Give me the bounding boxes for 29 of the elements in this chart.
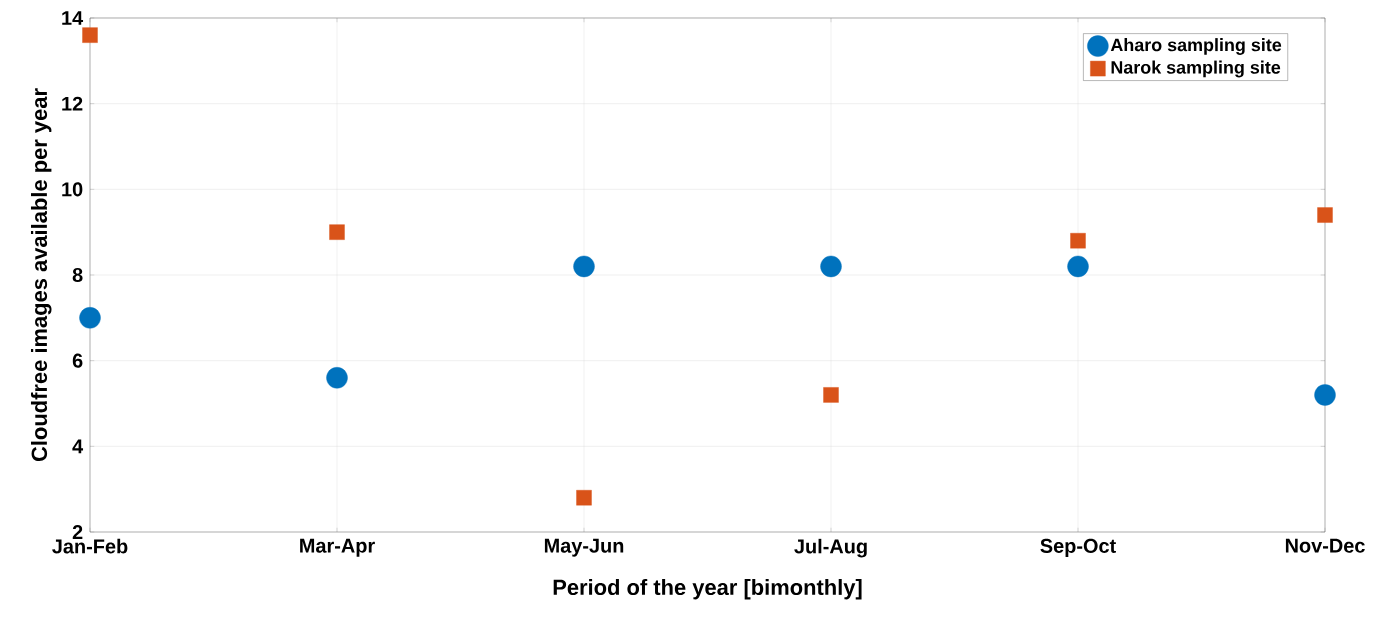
point (820, 255, 842, 278)
legend-label: Aharo sampling site (1110, 38, 1282, 55)
x-tick-label: Nov-Dec (1285, 538, 1365, 553)
x-tick-label: Mar-Apr (300, 538, 375, 557)
x-tick-label: Sep-Oct (1040, 538, 1116, 557)
point (1317, 207, 1333, 223)
point (82, 27, 98, 43)
legend-label: Narok sampling site (1111, 60, 1281, 78)
point (823, 387, 839, 403)
point (573, 255, 595, 278)
y-tick-label: 10 (62, 182, 83, 197)
point (329, 224, 345, 240)
x-tick-label: Jan-Feb (52, 538, 128, 554)
point (1067, 255, 1089, 278)
x-axis-title: Period of the year [bimonthly] (553, 578, 862, 600)
y-tick-label: 14 (62, 11, 84, 25)
y-tick-label: 6 (72, 353, 83, 368)
x-tick-label: May-Jun (544, 538, 624, 557)
y-tick-label: 4 (72, 439, 84, 454)
point (576, 490, 592, 506)
point (1314, 384, 1336, 406)
point (1070, 233, 1086, 249)
y-tick-label: 12 (62, 96, 83, 111)
point (326, 367, 348, 389)
y-tick-label: 8 (72, 267, 83, 283)
point (79, 307, 101, 329)
y-tick-label: 2 (72, 525, 83, 539)
y-axis-title: Cloudfree images available per year (30, 88, 52, 462)
x-tick-label: Jul-Aug (794, 538, 867, 558)
